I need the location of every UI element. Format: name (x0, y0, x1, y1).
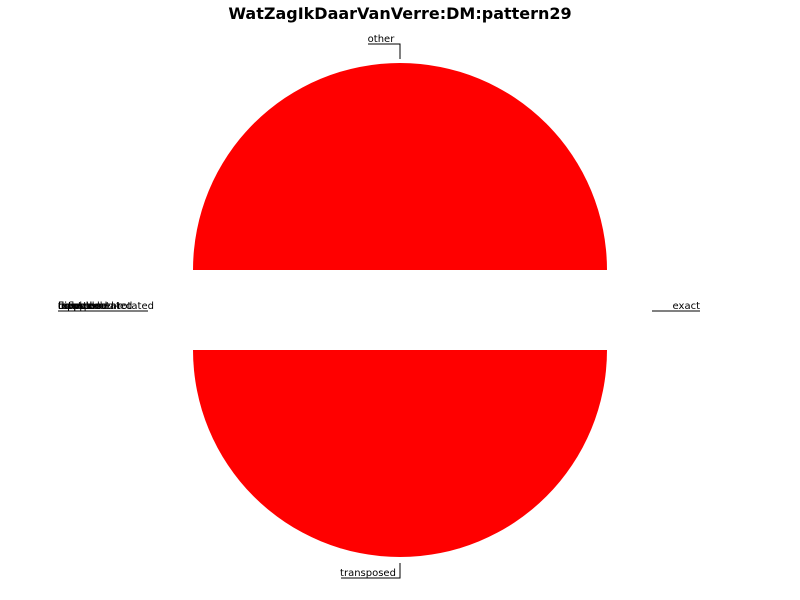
pie-slice-other (193, 63, 607, 270)
chart-title: WatZagIkDaarVanVerre:DM:pattern29 (228, 4, 572, 23)
label-exact: exact (673, 301, 701, 312)
pie-slice-transposed (193, 350, 607, 557)
label-left-overlap: flipped-rotated (58, 301, 132, 312)
labels-layer: other transposed exact rotatedtransposed-ro… (58, 34, 700, 579)
label-other: other (368, 34, 396, 45)
leader-line-transposed (341, 563, 401, 579)
label-left-overlap: complement (58, 301, 121, 312)
label-left-overlap: flipped (58, 301, 92, 312)
label-transposed: transposed (340, 568, 396, 579)
slices-layer (193, 63, 607, 557)
label-left-overlap: rotated (58, 301, 94, 312)
label-left-overlap: inverted (58, 301, 100, 312)
label-left-overlap: combined (58, 301, 107, 312)
label-left-overlap: transposed-rotated (58, 301, 154, 312)
leader-line-other (368, 43, 401, 59)
label-left-overlap: reflected (58, 301, 102, 312)
